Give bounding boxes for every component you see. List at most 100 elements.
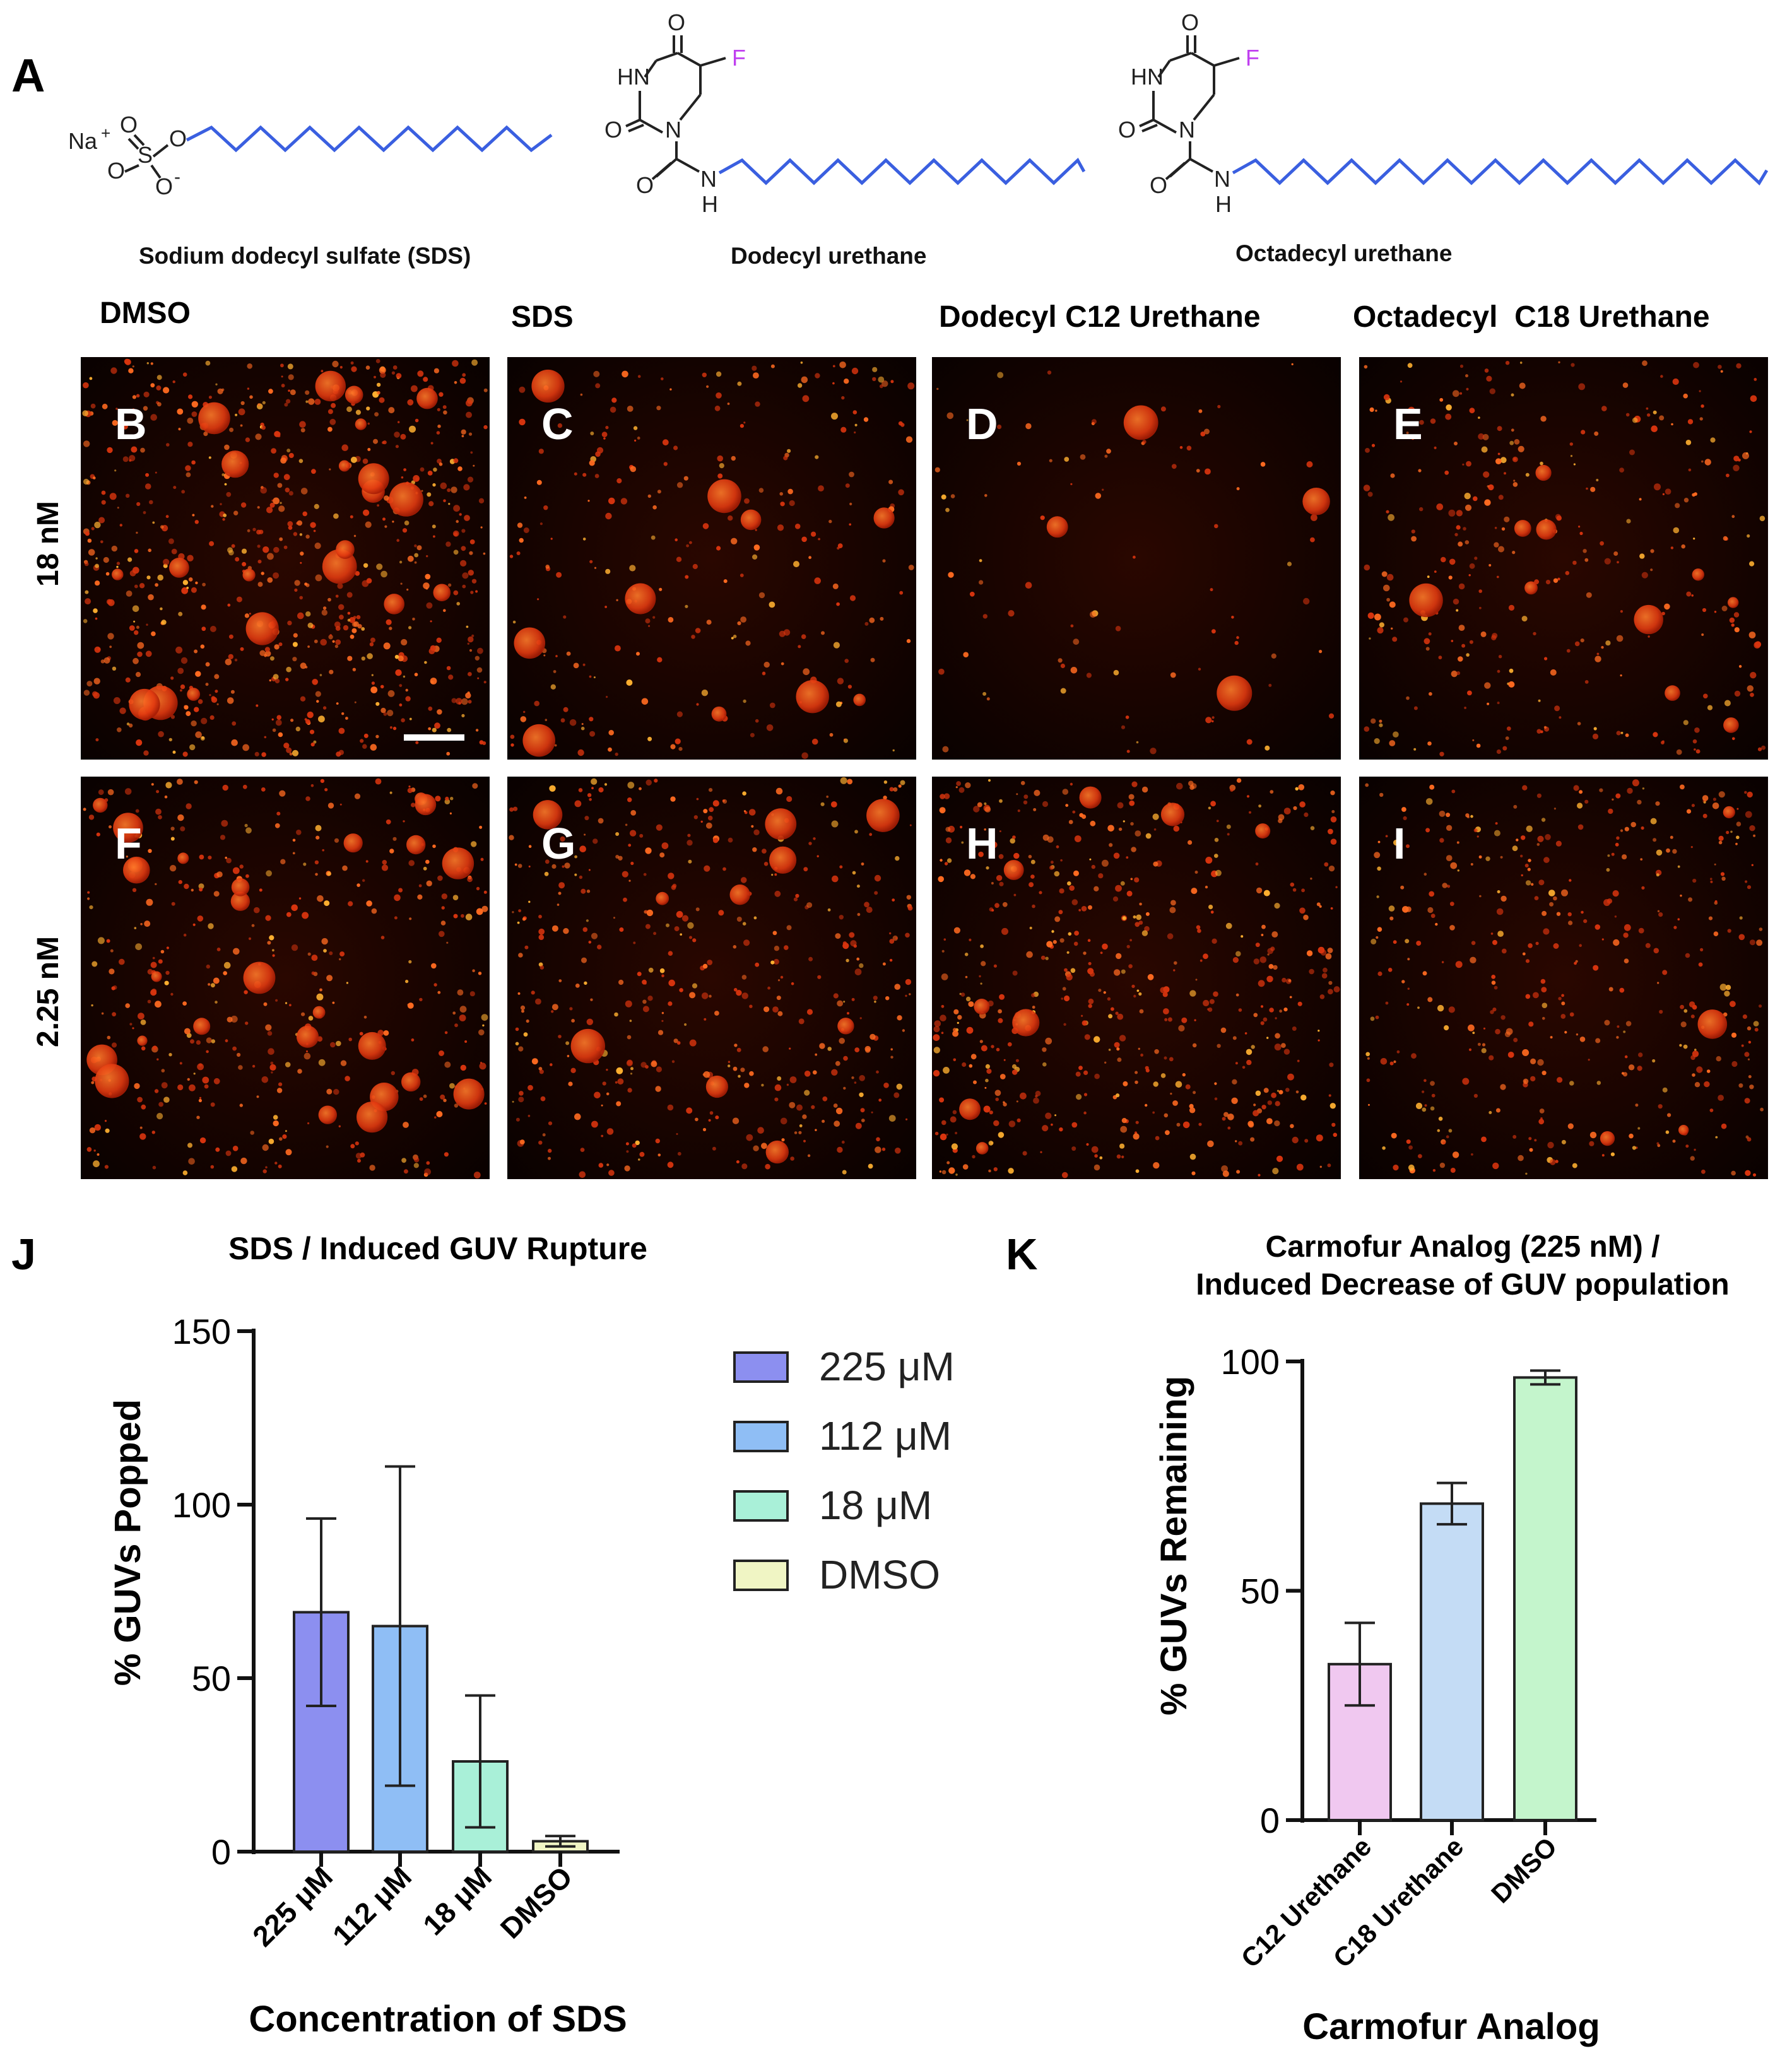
micrograph-vesicles xyxy=(1365,779,1764,1177)
micrograph-d: D xyxy=(932,357,1341,760)
octadecyl-atom-f: F xyxy=(1246,45,1259,71)
row-header-2-25nm: 2.25 nM xyxy=(32,936,65,1047)
panel-letter-e: E xyxy=(1393,399,1423,449)
legend-label: 18 μM xyxy=(819,1483,932,1528)
micrograph-b: B xyxy=(81,357,490,760)
micrograph-vesicles xyxy=(82,358,488,757)
micrograph-e: E xyxy=(1359,357,1768,760)
micrograph-h: H xyxy=(932,777,1341,1179)
x-tick-label: 225 μM xyxy=(246,1860,339,1953)
dodecyl-atom-o-top: O xyxy=(668,9,685,35)
dodecyl-alkyl-chain xyxy=(718,157,1086,185)
sds-structure: Na + O O S O - O Sodium dodecyl sulfate … xyxy=(68,112,553,269)
sds-caption: Sodium dodecyl sulfate (SDS) xyxy=(139,243,471,269)
error-bar-2 xyxy=(1437,1481,1467,1526)
chart-j-legend: 225 μM 112 μM 18 μM DMSO xyxy=(733,1344,955,1597)
panel-letter-a: A xyxy=(11,49,45,102)
dodecyl-ring-bonds xyxy=(625,35,726,180)
error-bar-3 xyxy=(465,1694,495,1829)
y-tick-label: 150 xyxy=(172,1312,231,1351)
chart-k-title-line2: Induced Decrease of GUV population xyxy=(1196,1268,1729,1302)
octadecyl-atom-o-left: O xyxy=(1118,117,1136,143)
octadecyl-atom-n: N xyxy=(1179,117,1195,143)
micrograph-f: F xyxy=(81,777,490,1179)
dodecyl-structure: O HN F O N O N H Dodecyl urethane xyxy=(604,9,1086,269)
error-bar-1 xyxy=(1345,1621,1375,1707)
micro-panels: B C D E F G H I xyxy=(81,357,1768,1179)
chart-k-title-line1: Carmofur Analog (225 nM) / xyxy=(1266,1230,1660,1264)
y-tick-label: 50 xyxy=(1241,1572,1280,1611)
micrograph-vesicles xyxy=(934,363,1335,755)
panel-a: A Na + O O S O - O Sodium dodecyl sulfat… xyxy=(11,9,1769,269)
octadecyl-alkyl-chain xyxy=(1232,158,1769,185)
octadecyl-ring-bonds xyxy=(1139,35,1240,180)
legend-swatch xyxy=(733,1560,789,1591)
octadecyl-atom-nh-n: N xyxy=(1214,166,1230,192)
column-header-sds: SDS xyxy=(511,300,574,334)
micrograph-vesicles xyxy=(509,361,915,760)
panel-k: K Carmofur Analog (225 nM) / Induced Dec… xyxy=(1006,1230,1730,2047)
dodecyl-atom-f: F xyxy=(732,45,746,71)
chart-k-xlabel: Carmofur Analog xyxy=(1302,2006,1600,2047)
chart-k-ylabel: % GUVs Remaining xyxy=(1153,1376,1194,1715)
micrograph-vesicles xyxy=(509,777,913,1178)
dodecyl-atom-nh-n: N xyxy=(700,166,717,192)
panel-j: J SDS / Induced GUV Rupture % GUVs Poppe… xyxy=(11,1230,955,2040)
chart-j-ylabel: % GUVs Popped xyxy=(107,1399,148,1686)
sds-atom-minus: - xyxy=(174,167,180,187)
octadecyl-atom-o-top: O xyxy=(1181,9,1199,35)
octadecyl-caption: Octadecyl urethane xyxy=(1235,240,1452,266)
sds-atom-o-left: O xyxy=(107,158,125,184)
micrograph-background xyxy=(1359,777,1768,1179)
panel-letter-d: D xyxy=(966,399,998,449)
sds-atom-o-link: O xyxy=(169,126,187,151)
dodecyl-atom-o-left: O xyxy=(604,117,622,143)
dodecyl-atom-n: N xyxy=(665,117,681,143)
legend-label: 225 μM xyxy=(819,1344,955,1389)
column-header-c12: Dodecyl C12 Urethane xyxy=(939,300,1261,334)
x-tick-label: 18 μM xyxy=(416,1860,498,1941)
bar-1 xyxy=(293,1611,350,1853)
micrograph-vesicles xyxy=(83,778,488,1178)
micrograph-background xyxy=(1359,357,1768,760)
legend-item-4: DMSO xyxy=(733,1552,940,1597)
legend-item-3: 18 μM xyxy=(733,1483,932,1528)
sds-alkyl-chain xyxy=(186,125,553,153)
dodecyl-caption: Dodecyl urethane xyxy=(731,243,926,269)
y-tick-label: 100 xyxy=(172,1485,231,1525)
panel-letter-j: J xyxy=(11,1230,36,1279)
y-tick-label: 50 xyxy=(192,1659,231,1698)
chart-j-title: SDS / Induced GUV Rupture xyxy=(228,1231,647,1266)
micrograph-background xyxy=(507,357,916,760)
panel-letter-i: I xyxy=(1393,819,1405,868)
error-bar-3 xyxy=(1530,1369,1560,1386)
sds-atom-na: Na xyxy=(68,128,98,154)
octadecyl-atom-nh-h: H xyxy=(1215,191,1232,217)
x-tick-label: 112 μM xyxy=(326,1860,418,1951)
bar-3 xyxy=(1513,1376,1577,1822)
legend-label: 112 μM xyxy=(819,1413,952,1459)
legend-swatch xyxy=(733,1490,789,1522)
dodecyl-atom-o-carbonyl: O xyxy=(636,172,654,198)
panel-letter-c: C xyxy=(541,399,574,449)
dodecyl-atom-nh-h: H xyxy=(702,191,718,217)
sds-atom-o-top: O xyxy=(120,112,138,138)
panel-letter-g: G xyxy=(541,819,575,868)
microscopy-grid: DMSO SDS Dodecyl C12 Urethane Octadecyl … xyxy=(32,297,1768,1179)
micrograph-background xyxy=(81,777,490,1179)
legend-label: DMSO xyxy=(819,1552,940,1597)
chart-j-xlabel: Concentration of SDS xyxy=(249,1999,627,2040)
octadecyl-structure: O HN F O N O N H Octadecyl urethane xyxy=(1118,9,1769,266)
legend-item-2: 112 μM xyxy=(733,1413,952,1459)
legend-swatch xyxy=(733,1351,789,1383)
micrograph-g: G xyxy=(507,777,916,1179)
y-tick-label: 0 xyxy=(1260,1801,1280,1840)
y-tick-label: 0 xyxy=(211,1832,231,1872)
panel-letter-b: B xyxy=(115,399,147,449)
column-header-c18: Octadecyl C18 Urethane xyxy=(1353,300,1710,334)
column-header-dmso: DMSO xyxy=(100,297,191,330)
legend-item-1: 225 μM xyxy=(733,1344,955,1389)
micrograph-c: C xyxy=(507,357,916,760)
